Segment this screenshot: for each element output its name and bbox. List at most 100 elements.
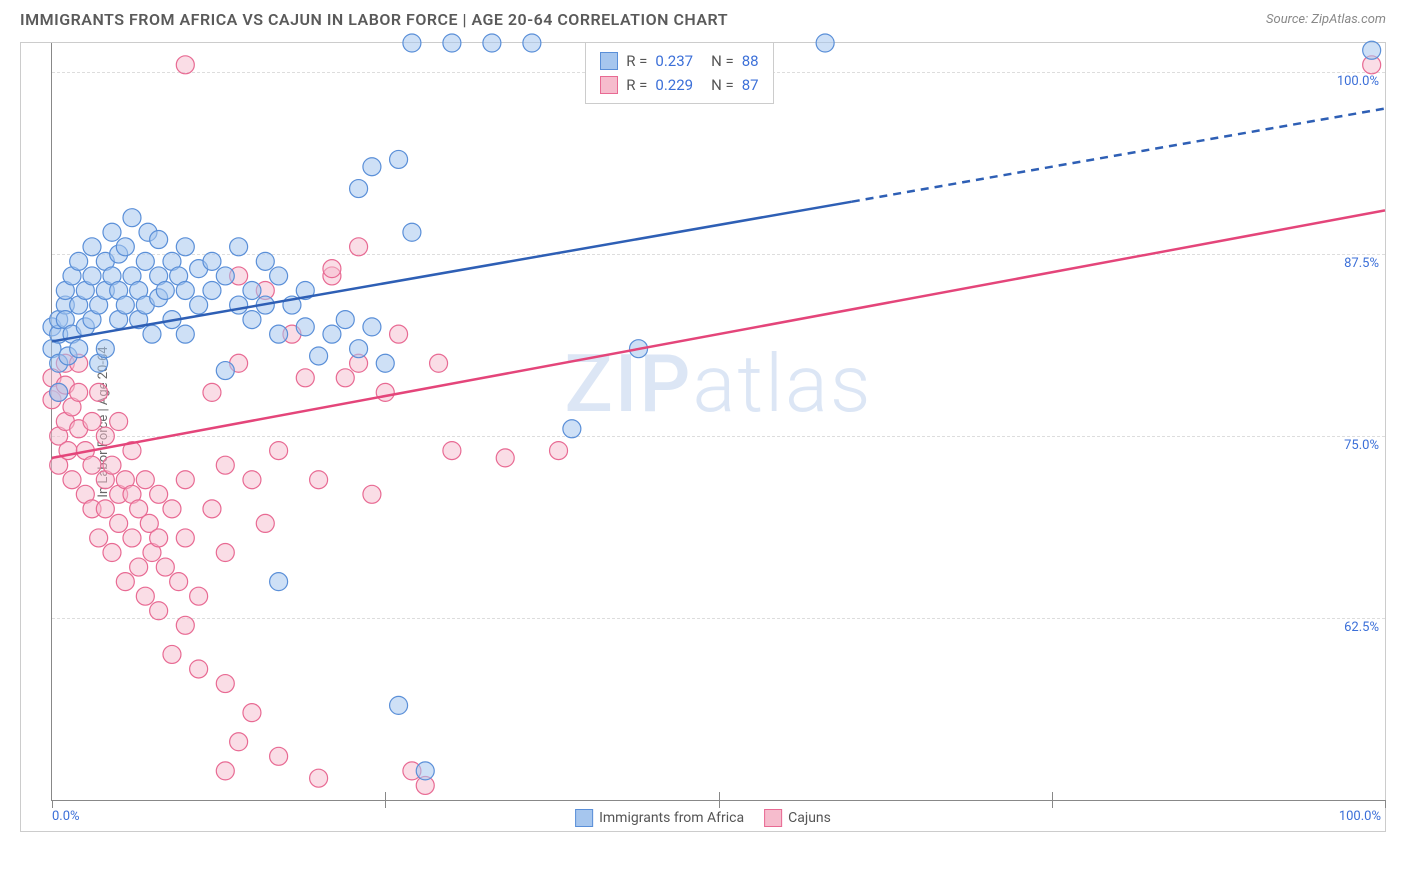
data-point [83,413,101,431]
data-point [376,354,394,372]
data-point [216,267,234,285]
trend-line-extrapolated [852,109,1385,202]
data-point [103,223,121,241]
data-point [150,529,168,547]
data-point [230,296,248,314]
legend-item-pink: Cajuns [764,809,831,827]
data-point [110,514,128,532]
data-point [176,281,194,299]
data-point [103,544,121,562]
data-point [96,427,114,445]
chart-header: IMMIGRANTS FROM AFRICA VS CAJUN IN LABOR… [0,0,1406,37]
data-point [216,675,234,693]
data-point [230,733,248,751]
y-tick-label: 62.5% [1344,620,1379,635]
data-point [190,660,208,678]
data-point [156,281,174,299]
trend-line [52,210,1385,457]
data-point [83,238,101,256]
data-point [176,238,194,256]
data-point [310,769,328,787]
data-point [216,456,234,474]
data-point [390,325,408,343]
data-point [203,252,221,270]
data-point [296,369,314,387]
data-point [243,281,261,299]
y-tick-label: 100.0% [1337,74,1379,89]
data-point [243,311,261,329]
data-point [403,223,421,241]
data-point [376,383,394,401]
data-point [63,471,81,489]
data-point [176,56,194,74]
data-point [110,413,128,431]
data-point [176,529,194,547]
data-point [270,325,288,343]
data-point [416,762,434,780]
r-label: R = [626,49,647,73]
data-point [310,347,328,365]
data-point [350,340,368,358]
n-value-blue: 88 [742,49,759,73]
data-point [270,267,288,285]
data-point [203,500,221,518]
r-label: R = [626,73,647,97]
data-point [256,252,274,270]
data-point [203,383,221,401]
data-point [430,354,448,372]
r-value-pink: 0.229 [655,73,693,97]
data-point [216,362,234,380]
data-point [123,529,141,547]
data-point [256,514,274,532]
data-point [70,383,88,401]
data-point [136,471,154,489]
data-point [270,442,288,460]
source-attribution: Source: ZipAtlas.com [1266,12,1386,27]
data-point [336,311,354,329]
data-point [163,500,181,518]
data-point [270,573,288,591]
data-point [190,587,208,605]
data-point [563,420,581,438]
stats-row-pink: R = 0.229 N = 87 [600,73,758,97]
data-point [70,252,88,270]
data-point [323,260,341,278]
swatch-blue [575,809,593,827]
data-point [350,180,368,198]
data-point [123,209,141,227]
data-point [350,238,368,256]
data-point [150,231,168,249]
data-point [136,252,154,270]
data-point [90,529,108,547]
legend-item-blue: Immigrants from Africa [575,809,744,827]
data-point [190,296,208,314]
data-point [176,471,194,489]
data-point [1363,41,1381,59]
n-label: N = [711,49,734,73]
data-point [50,383,68,401]
data-point [363,318,381,336]
data-point [176,616,194,634]
data-point [170,573,188,591]
data-point [163,645,181,663]
data-point [136,587,154,605]
chart-container: In Labor Force | Age 20-64 ZIPatlas R = … [20,42,1386,832]
data-point [403,34,421,52]
data-point [156,558,174,576]
data-point [96,340,114,358]
data-point [270,747,288,765]
legend: Immigrants from Africa Cajuns [575,809,831,827]
data-point [310,471,328,489]
data-point [90,383,108,401]
data-point [230,238,248,256]
y-tick-label: 87.5% [1344,256,1379,271]
data-point [443,34,461,52]
stats-row-blue: R = 0.237 N = 88 [600,49,758,73]
data-point [336,369,354,387]
data-point [70,340,88,358]
data-point [116,238,134,256]
scatter-plot [52,43,1385,800]
data-point [816,34,834,52]
data-point [150,485,168,503]
data-point [116,573,134,591]
